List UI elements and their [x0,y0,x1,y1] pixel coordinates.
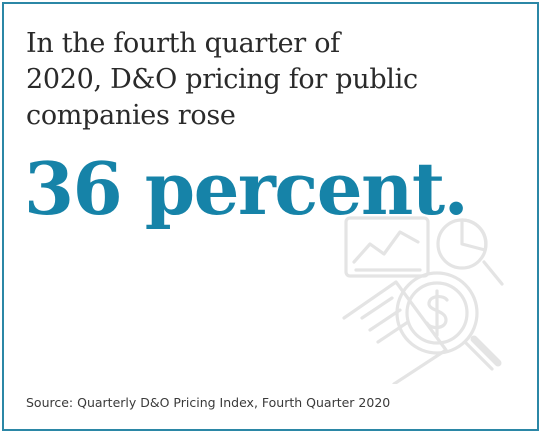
pricing-analysis-icon [334,200,514,384]
intro-line-3: companies rose [26,100,236,131]
intro-line-1: In the fourth quarter of [26,28,340,59]
intro-text: In the fourth quarter of 2020, D&O prici… [26,26,446,134]
source-note: Source: Quarterly D&O Pricing Index, Fou… [26,395,391,410]
headline-stat: 36 percent. [24,146,469,231]
intro-line-2: 2020, D&O pricing for public [26,64,418,95]
